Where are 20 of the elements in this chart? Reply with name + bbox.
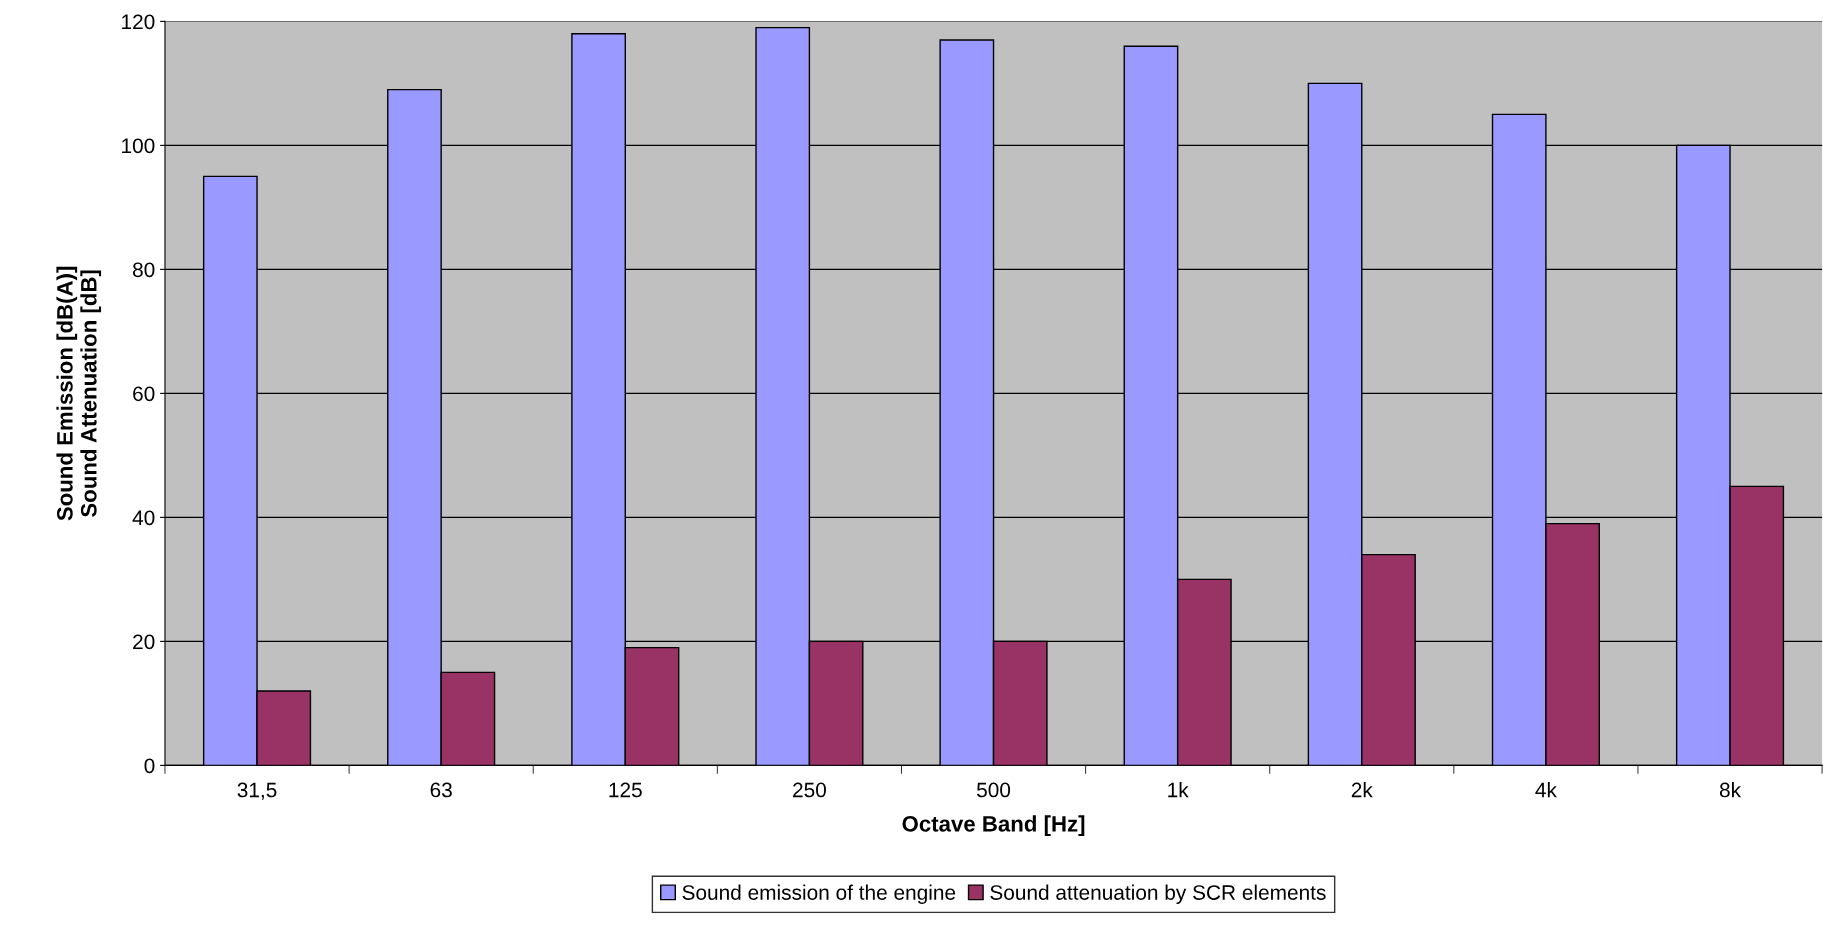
y-tick-label: 100 [122,138,155,154]
x-tick-label: 250 [793,782,826,798]
x-tick-label: 500 [976,782,1011,798]
x-tick-label: 1k [1168,782,1189,798]
x-axis-title: Octave Band [Hz] [902,815,1085,837]
x-tick-label: 2k [1351,782,1373,798]
x-tick-label: 31,5 [237,782,277,800]
x-tick-label: 125 [609,782,642,798]
x-tick-label: 8k [1719,782,1742,798]
y-tick-label: 20 [133,634,155,650]
x-tick-label: 63 [430,782,452,798]
y-tick-label: 40 [132,510,155,526]
y-tick-label: 120 [122,14,155,30]
y-tick-label: 60 [133,386,155,402]
y-tick-label: 80 [132,262,155,278]
legend-label: Sound emission of the engine [682,884,956,904]
x-tick-label: 4k [1535,782,1557,798]
y-axis-title: Sound Emission [dB(A)] Sound Attenuation [dB] [56,266,102,521]
legend-label: Sound attenuation by SCR elements [990,884,1326,904]
y-tick-label: 0 [144,758,155,774]
